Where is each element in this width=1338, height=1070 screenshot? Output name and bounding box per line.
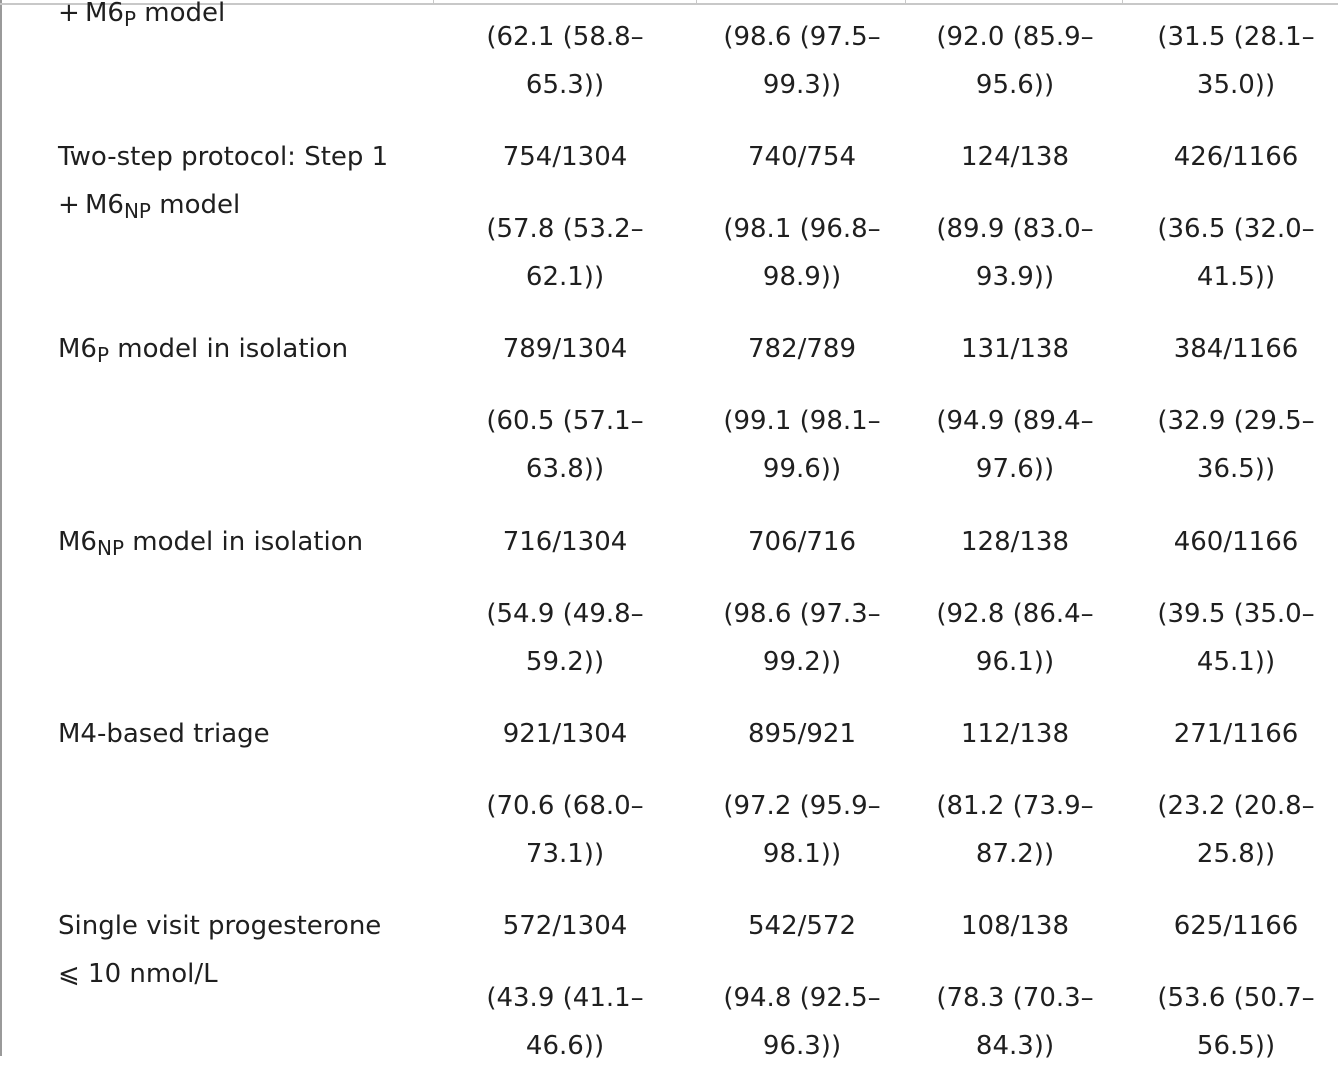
ci-cell: (98.6 (97.5– 99.3)): [723, 22, 881, 100]
count-cell: 625/1166: [1173, 911, 1299, 941]
ci-cell: (89.9 (83.0– 93.9)): [936, 214, 1094, 292]
count-cell: 124/138: [960, 142, 1069, 172]
count-cell: 716/1304: [502, 527, 628, 557]
ci-cell: (99.1 (98.1– 99.6)): [723, 406, 881, 484]
ci-cell: (31.5 (28.1– 35.0)): [1157, 22, 1315, 100]
ci-cell: (60.5 (57.1– 63.8)): [486, 406, 644, 484]
ci-cell: (98.6 (97.3– 99.2)): [723, 599, 881, 677]
column-divider: [1122, 0, 1123, 5]
ci-cell: (98.1 (96.8– 98.9)): [723, 214, 881, 292]
count-cell: 572/1304: [502, 911, 628, 941]
ci-cell: (36.5 (32.0– 41.5)): [1157, 214, 1315, 292]
count-cell: 782/789: [747, 334, 856, 364]
count-cell: 706/716: [747, 527, 856, 557]
ci-cell: (97.2 (95.9– 98.1)): [723, 791, 881, 869]
column-divider: [696, 0, 697, 5]
count-cell: 921/1304: [502, 719, 628, 749]
column-divider: [905, 0, 906, 5]
ci-cell: (32.9 (29.5– 36.5)): [1157, 406, 1315, 484]
count-cell: 131/138: [960, 334, 1069, 364]
ci-cell: (54.9 (49.8– 59.2)): [486, 599, 644, 677]
count-cell: 542/572: [747, 911, 856, 941]
ci-cell: (57.8 (53.2– 62.1)): [486, 214, 644, 292]
count-cell: 128/138: [960, 527, 1069, 557]
column-divider: [433, 0, 434, 5]
ci-cell: (81.2 (73.9– 87.2)): [936, 791, 1094, 869]
ci-cell: (92.0 (85.9– 95.6)): [936, 22, 1094, 100]
ci-cell: (70.6 (68.0– 73.1)): [486, 791, 644, 869]
count-cell: 426/1166: [1173, 142, 1299, 172]
row-label: M6P model in isolation: [58, 334, 349, 367]
count-cell: 384/1166: [1173, 334, 1299, 364]
row-label: + M6P model: [58, 0, 226, 31]
ci-cell: (94.9 (89.4– 97.6)): [936, 406, 1094, 484]
count-cell: 112/138: [960, 719, 1069, 749]
row-label: M4-based triage: [58, 719, 270, 749]
ci-cell: (39.5 (35.0– 45.1)): [1157, 599, 1315, 677]
count-cell: 108/138: [960, 911, 1069, 941]
table-left-border: [0, 0, 2, 1056]
count-cell: 754/1304: [502, 142, 628, 172]
count-cell: 789/1304: [502, 334, 628, 364]
table-top-rule: [0, 3, 1338, 5]
count-cell: 895/921: [747, 719, 856, 749]
count-cell: 740/754: [747, 142, 856, 172]
ci-cell: (62.1 (58.8– 65.3)): [486, 22, 644, 100]
ci-cell: (94.8 (92.5– 96.3)): [723, 983, 881, 1061]
ci-cell: (23.2 (20.8– 25.8)): [1157, 791, 1315, 869]
count-cell: 271/1166: [1173, 719, 1299, 749]
ci-cell: (92.8 (86.4– 96.1)): [936, 599, 1094, 677]
ci-cell: (43.9 (41.1– 46.6)): [486, 983, 644, 1061]
row-label: Two-step protocol: Step 1 + M6NP model: [58, 142, 389, 223]
row-label: M6NP model in isolation: [58, 527, 364, 560]
row-label: Single visit progesterone ⩽ 10 nmol/L: [58, 911, 382, 989]
count-cell: 460/1166: [1173, 527, 1299, 557]
